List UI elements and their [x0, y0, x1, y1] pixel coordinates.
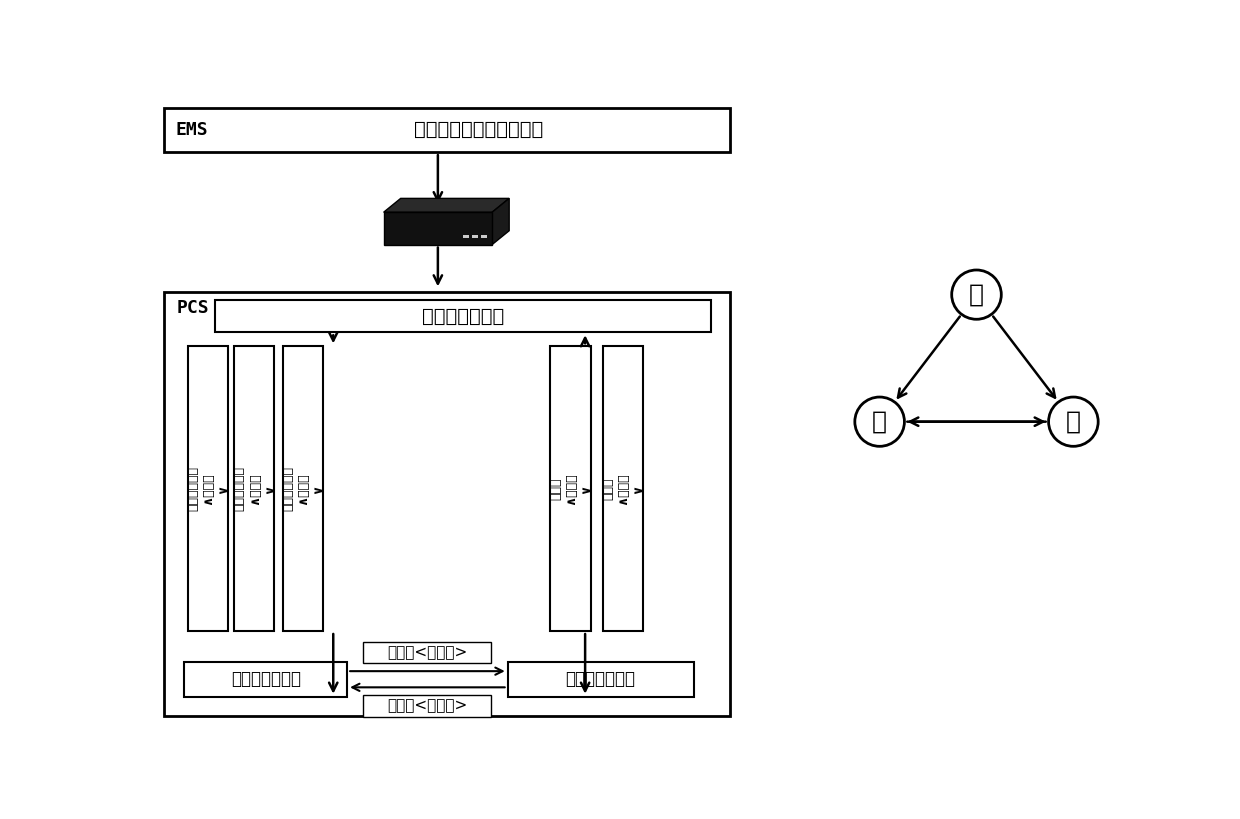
- Text: 黑: 黑: [1066, 410, 1081, 434]
- FancyBboxPatch shape: [283, 346, 324, 631]
- Polygon shape: [383, 212, 492, 245]
- Text: 微电网并网运行: 微电网并网运行: [422, 306, 503, 326]
- Circle shape: [854, 397, 904, 446]
- Text: 微电网孤网运行: 微电网孤网运行: [231, 670, 301, 688]
- FancyBboxPatch shape: [363, 695, 491, 717]
- Bar: [481, 234, 487, 238]
- Circle shape: [952, 270, 1002, 319]
- Text: 并网切换预测
∧计划型
∨: 并网切换预测 ∧计划型 ∨: [186, 466, 229, 511]
- FancyBboxPatch shape: [507, 662, 693, 697]
- FancyBboxPatch shape: [551, 346, 590, 631]
- FancyBboxPatch shape: [603, 346, 644, 631]
- Text: 微网能量管理（控制器）: 微网能量管理（控制器）: [414, 120, 543, 139]
- Text: 孤网切换预测
∧计划型
∨: 孤网切换预测 ∧计划型 ∨: [281, 466, 325, 511]
- FancyBboxPatch shape: [164, 292, 730, 716]
- Bar: [463, 234, 469, 238]
- Text: PCS: PCS: [176, 299, 210, 317]
- FancyBboxPatch shape: [164, 107, 730, 152]
- Text: 转全量
∧计划型
∨: 转全量 ∧计划型 ∨: [549, 473, 591, 505]
- FancyBboxPatch shape: [215, 300, 711, 333]
- Text: 微电网全量状态: 微电网全量状态: [565, 670, 636, 688]
- Polygon shape: [383, 198, 510, 212]
- Circle shape: [1049, 397, 1099, 446]
- FancyBboxPatch shape: [187, 346, 228, 631]
- Polygon shape: [492, 198, 510, 245]
- Text: EMS: EMS: [176, 121, 208, 139]
- Text: 转全量<计划型>: 转全量<计划型>: [387, 645, 467, 660]
- Text: 黑启动
∧计划型
∨: 黑启动 ∧计划型 ∨: [601, 473, 645, 505]
- Text: 并: 并: [968, 283, 985, 306]
- Text: 并网切换预测
∧实发型
∨: 并网切换预测 ∧实发型 ∨: [233, 466, 275, 511]
- Text: 黑启动<计划型>: 黑启动<计划型>: [387, 699, 467, 713]
- FancyBboxPatch shape: [363, 642, 491, 663]
- Bar: [472, 234, 479, 238]
- FancyBboxPatch shape: [234, 346, 274, 631]
- FancyBboxPatch shape: [185, 662, 347, 697]
- Text: 孤: 孤: [872, 410, 887, 434]
